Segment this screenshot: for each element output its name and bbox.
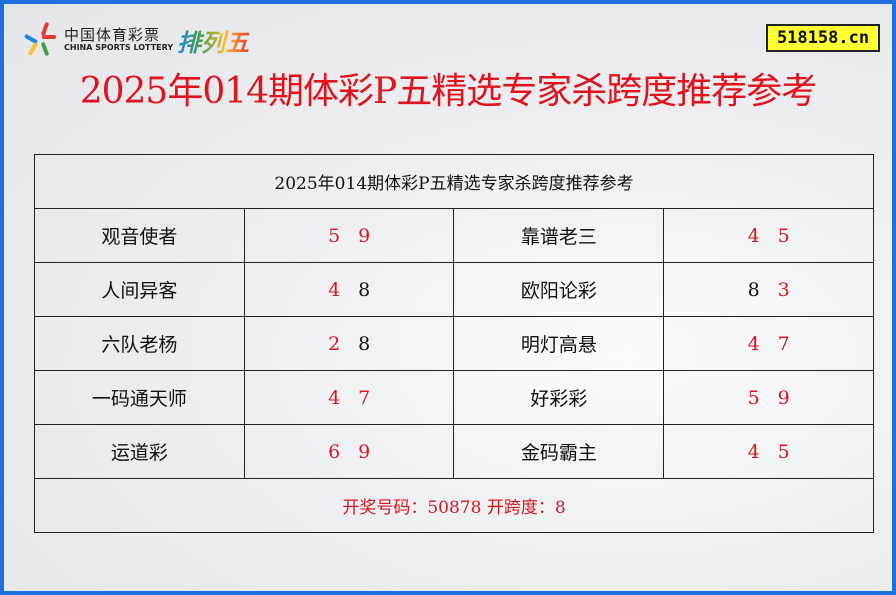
span-number: 4	[747, 440, 760, 463]
china-sports-lottery-logo: 中国体育彩票 CHINA SPORTS LOTTERY 排列五	[23, 21, 249, 58]
span-number: 4	[328, 278, 341, 301]
table-row: 人间异客 4 8 欧阳论彩 8 3	[34, 262, 874, 317]
table-caption: 2025年014期体彩P五精选专家杀跨度推荐参考	[34, 154, 874, 209]
table-row: 观音使者 5 9 靠谱老三 4 5	[34, 208, 874, 263]
span-number: 5	[777, 224, 790, 247]
span-number: 4	[747, 332, 760, 355]
draw-result: 开奖号码：50878 开跨度：8	[34, 478, 874, 533]
table-row: 运道彩 6 9 金码霸主 4 5	[34, 424, 874, 479]
site-badge: 518158.cn	[766, 24, 880, 52]
expert-name: 六队老杨	[34, 316, 245, 371]
span-number: 8	[358, 332, 371, 355]
expert-name: 运道彩	[34, 424, 245, 479]
lottery-star-icon	[23, 21, 58, 57]
expert-name: 明灯高悬	[453, 316, 665, 371]
logo-cn: 中国体育彩票	[64, 26, 161, 44]
expert-name: 靠谱老三	[453, 208, 665, 263]
expert-name: 欧阳论彩	[453, 262, 665, 317]
span-number: 2	[328, 332, 341, 355]
expert-name: 一码通天师	[34, 370, 245, 425]
span-number: 5	[747, 386, 760, 409]
page-title: 2025年014期体彩P五精选专家杀跨度推荐参考	[79, 71, 818, 112]
expert-name: 金码霸主	[453, 424, 665, 479]
expert-table: 2025年014期体彩P五精选专家杀跨度推荐参考 观音使者 5 9 靠谱老三 4 5 人间异…	[34, 154, 874, 533]
logo-en: CHINA SPORTS LOTTERY	[64, 43, 174, 52]
span-number: 5	[777, 440, 790, 463]
table-row: 一码通天师 4 7 好彩彩 5 9	[34, 370, 874, 425]
expert-name: 好彩彩	[453, 370, 665, 425]
expert-name: 人间异客	[34, 262, 245, 317]
expert-name: 观音使者	[34, 208, 245, 263]
span-number: 4	[747, 224, 760, 247]
span-number: 3	[777, 278, 790, 301]
span-number: 8	[358, 278, 371, 301]
span-number: 9	[358, 440, 371, 463]
span-number: 4	[328, 386, 341, 409]
table-row: 六队老杨 2 8 明灯高悬 4 7	[34, 316, 874, 371]
span-number: 5	[328, 224, 341, 247]
span-number: 6	[328, 440, 341, 463]
span-number: 9	[777, 386, 790, 409]
span-number: 8	[747, 278, 760, 301]
span-number: 9	[358, 224, 371, 247]
span-number: 7	[777, 332, 790, 355]
span-number: 7	[358, 386, 371, 409]
logo-game: 排列五	[177, 23, 249, 58]
